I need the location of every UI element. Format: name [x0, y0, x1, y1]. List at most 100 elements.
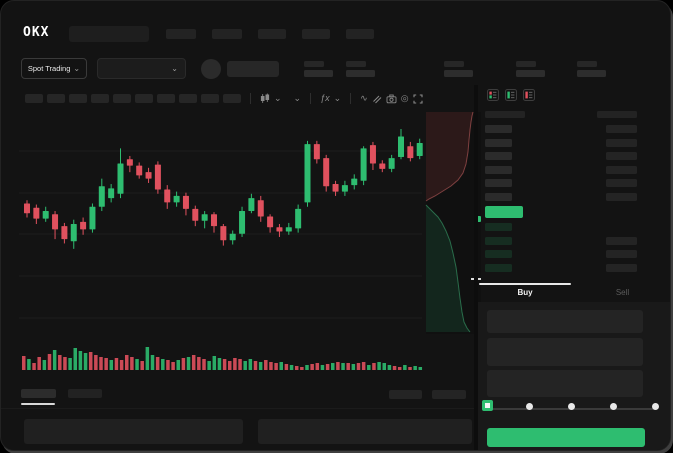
timeframe-button[interactable] — [113, 94, 131, 103]
amount-placeholder — [606, 138, 637, 147]
ticker-stat — [516, 61, 546, 77]
chart-toolbar: ⌄ ⌄ ƒx ⌄ ∿ ◎ — [25, 91, 423, 106]
orderbook-ask-row[interactable] — [485, 138, 637, 147]
amount-placeholder — [606, 165, 637, 174]
line-tool-icon[interactable]: ∿ — [360, 93, 368, 103]
slider-stop[interactable] — [609, 403, 617, 410]
market-type-dropdown[interactable]: Spot Trading ⌄ — [21, 58, 87, 79]
bottom-tab-active-placeholder[interactable] — [21, 389, 56, 398]
orderbook-view-asks-icon[interactable] — [523, 88, 535, 101]
order-input-placeholder[interactable] — [487, 310, 643, 333]
candlestick-chart[interactable] — [19, 109, 481, 379]
price-placeholder — [485, 165, 512, 174]
nav-menu — [166, 29, 374, 39]
bottom-action-placeholder[interactable] — [389, 390, 422, 399]
nav-item-placeholder[interactable] — [258, 29, 286, 39]
orderbook-bid-row[interactable] — [485, 250, 637, 259]
orderbook-asks — [485, 125, 637, 201]
price-placeholder — [485, 125, 512, 133]
trade-side-tabs: Buy Sell — [479, 282, 670, 302]
search-placeholder[interactable] — [69, 26, 149, 42]
amount-placeholder — [606, 125, 637, 133]
bottom-tab-indicator — [21, 403, 55, 405]
amount-placeholder — [606, 179, 637, 188]
pair-name-placeholder — [227, 61, 279, 77]
nav-item-placeholder[interactable] — [166, 29, 196, 39]
snapshot-icon[interactable] — [386, 94, 397, 104]
bottom-action-placeholder[interactable] — [432, 390, 466, 399]
divider — [310, 93, 312, 104]
timeframe-button[interactable] — [201, 94, 219, 103]
orderbook-ask-row[interactable] — [485, 125, 637, 133]
nav-item-placeholder[interactable] — [346, 29, 374, 39]
orderbook-bid-row[interactable] — [485, 223, 637, 231]
orderbook-view-toggles — [487, 88, 535, 101]
amount-placeholder — [606, 192, 637, 201]
timeframe-button[interactable] — [25, 94, 43, 103]
amount-placeholder — [606, 152, 637, 161]
divider — [250, 93, 251, 104]
orderbook-ask-row[interactable] — [485, 152, 637, 161]
orderbook-bids — [485, 223, 637, 272]
timeframe-button[interactable] — [157, 94, 175, 103]
orderbook-bid-row[interactable] — [485, 263, 637, 272]
price-placeholder — [485, 263, 512, 272]
timeframe-button[interactable] — [91, 94, 109, 103]
chevron-down-icon: ⌄ — [73, 63, 81, 73]
tab-buy[interactable]: Buy — [517, 288, 533, 297]
chart-type-chevron-icon[interactable]: ⌄ — [274, 93, 282, 103]
stat-value-placeholder — [577, 70, 606, 77]
slider-stop[interactable] — [525, 403, 533, 410]
price-column-header-placeholder — [485, 111, 525, 118]
orderbook-view-all-icon[interactable] — [487, 88, 499, 101]
nav-item-placeholder[interactable] — [302, 29, 330, 39]
slider-stop[interactable] — [567, 403, 575, 410]
orderbook-ask-row[interactable] — [485, 179, 637, 188]
okx-logo[interactable]: OKX — [23, 25, 50, 40]
bottom-tab-placeholder[interactable] — [68, 389, 102, 398]
chart-settings-icon[interactable]: ◎ — [400, 93, 409, 103]
timeframe-buttons — [25, 94, 241, 103]
orderbook-ask-row[interactable] — [485, 192, 637, 201]
fullscreen-icon[interactable] — [413, 93, 423, 104]
slider-stop[interactable] — [651, 403, 659, 410]
indicators-chevron-icon[interactable]: ⌄ — [333, 93, 342, 103]
ticker-stat — [304, 61, 334, 77]
timeframe-button[interactable] — [135, 94, 153, 103]
timeframe-button[interactable] — [179, 94, 197, 103]
order-form — [478, 302, 670, 450]
price-placeholder — [485, 179, 512, 188]
orderbook-view-bids-icon[interactable] — [505, 88, 517, 101]
stat-label-placeholder — [577, 61, 597, 67]
orderbook-ask-row[interactable] — [485, 165, 637, 174]
orderbook-bid-row[interactable] — [485, 236, 637, 245]
stat-value-placeholder — [516, 70, 545, 77]
coin-icon — [201, 59, 221, 79]
compare-chevron-icon[interactable]: ⌄ — [293, 93, 302, 103]
ticker-stat — [444, 61, 474, 77]
stat-value-placeholder — [304, 70, 333, 77]
timeframe-button[interactable] — [69, 94, 87, 103]
order-input-placeholder[interactable] — [487, 370, 643, 397]
orderbook-column-headers — [485, 111, 637, 118]
last-price-badge[interactable] — [485, 206, 523, 218]
market-type-label: Spot Trading — [27, 64, 71, 73]
price-placeholder — [485, 223, 512, 231]
amount-column-header-placeholder — [597, 111, 637, 118]
chevron-down-icon: ⌄ — [171, 63, 178, 73]
buy-submit-button[interactable] — [487, 428, 645, 447]
chart-type-icon[interactable] — [260, 93, 270, 104]
stat-label-placeholder — [516, 61, 536, 67]
ticker-stat — [346, 61, 376, 77]
timeframe-button[interactable] — [223, 94, 241, 103]
slider-handle[interactable] — [482, 400, 493, 411]
timeframe-button[interactable] — [47, 94, 65, 103]
order-input-placeholder[interactable] — [487, 338, 643, 366]
indicators-fx-icon[interactable]: ƒx — [320, 93, 330, 103]
tab-sell[interactable]: Sell — [615, 288, 630, 297]
pair-dropdown[interactable]: ⌄ — [97, 58, 186, 79]
panel-divider — [474, 85, 478, 450]
nav-item-placeholder[interactable] — [212, 29, 242, 39]
draw-tools-icon[interactable] — [372, 94, 382, 104]
